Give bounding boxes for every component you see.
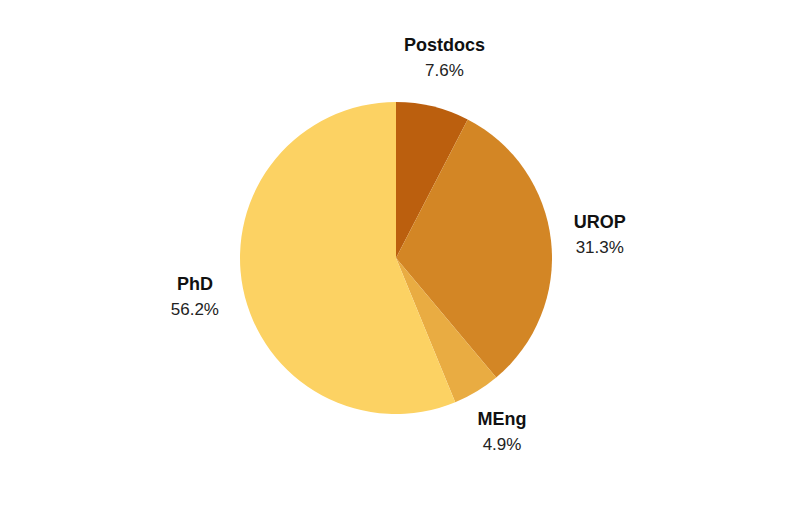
pie-slice: [240, 102, 455, 414]
category-label: Postdocs: [404, 35, 485, 55]
category-label: PhD: [177, 274, 213, 294]
category-label: UROP: [574, 212, 626, 232]
data-label: 4.9%: [483, 435, 522, 454]
category-label: MEng: [478, 409, 527, 429]
data-label: 56.2%: [171, 300, 219, 319]
data-label: 7.6%: [425, 61, 464, 80]
labels: Postdocs 7.6% UROP 31.3% MEng 4.9% PhD 56.2%: [171, 35, 626, 455]
data-label: 31.3%: [576, 238, 624, 257]
chart: Postdocs 7.6% UROP 31.3% MEng 4.9% PhD 56.2%: [0, 0, 796, 509]
pie: [240, 102, 552, 414]
